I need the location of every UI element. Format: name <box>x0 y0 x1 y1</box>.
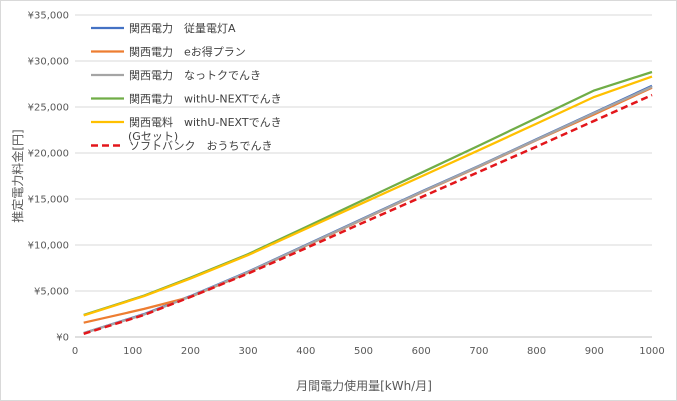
x-tick-label: 200 <box>181 346 200 357</box>
series-line-5 <box>83 93 653 335</box>
legend-label-3: 関西電力 withU-NEXTでんき <box>129 93 282 106</box>
y-tick-label: ¥35,000 <box>28 11 69 22</box>
legend-label-5: ソフトバンク おうちでんき <box>129 140 273 153</box>
y-tick-label: ¥25,000 <box>28 103 69 114</box>
y-axis-ticks: ¥0 ¥5,000 ¥10,000 ¥15,000 ¥20,000 ¥25,000 ¥30,… <box>28 11 69 344</box>
series-line-2 <box>83 85 653 335</box>
x-tick-label: 300 <box>239 346 258 357</box>
x-tick-label: 400 <box>296 346 315 357</box>
y-tick-label: ¥0 <box>56 333 69 344</box>
y-tick-label: ¥15,000 <box>28 195 69 206</box>
y-tick-label: ¥20,000 <box>28 149 69 160</box>
x-axis-label: 月間電力使用量[kWh/月] <box>296 378 432 393</box>
x-tick-label: 0 <box>72 346 78 357</box>
x-tick-label: 500 <box>354 346 373 357</box>
x-tick-label: 800 <box>527 346 546 357</box>
legend-label-1: 関西電力 eお得プラン <box>129 46 246 59</box>
series-line-4 <box>83 75 653 317</box>
x-tick-label: 900 <box>585 346 604 357</box>
x-tick-label: 700 <box>469 346 488 357</box>
legend-label-0: 関西電力 従量電灯A <box>129 22 236 35</box>
y-axis-label: 推定電力料金[円] <box>10 129 25 222</box>
y-tick-label: ¥30,000 <box>28 57 69 68</box>
series-lines <box>83 70 653 335</box>
x-tick-label: 600 <box>412 346 431 357</box>
y-tick-label: ¥10,000 <box>28 241 69 252</box>
legend-label-2: 関西電力 なっトクでんき <box>129 69 261 82</box>
x-axis-ticks: 0 100 200 300 400 500 600 700 800 900 1000 <box>72 346 665 357</box>
x-tick-label: 100 <box>123 346 142 357</box>
legend-label-4: 関西電料 withU-NEXTでんき <box>129 115 282 129</box>
y-tick-label: ¥5,000 <box>34 287 69 298</box>
x-tick-label: 1000 <box>639 346 664 357</box>
gridlines <box>75 14 652 338</box>
legend-label-4: (Gセット) <box>128 130 178 143</box>
